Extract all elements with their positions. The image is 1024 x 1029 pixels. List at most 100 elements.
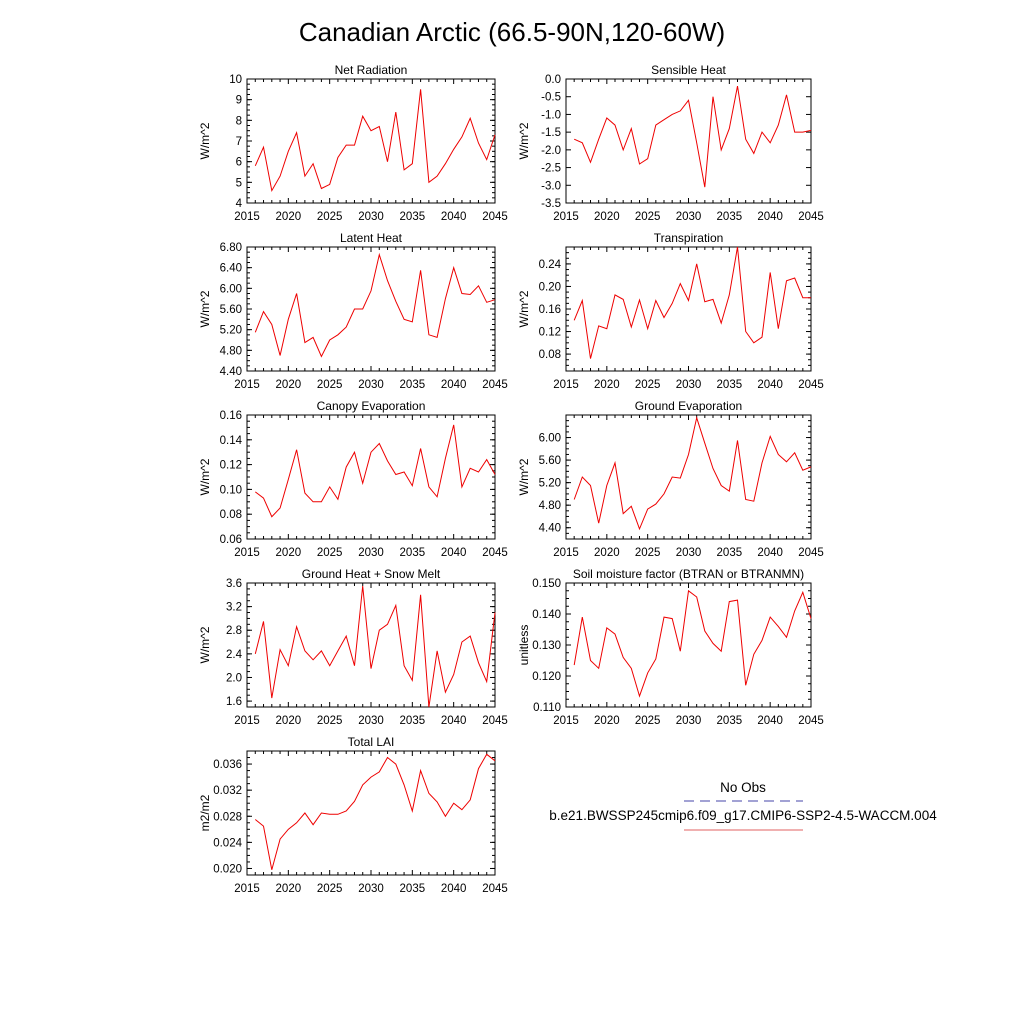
x-tick-label: 2030 — [358, 379, 384, 391]
y-tick-label: -0.5 — [541, 92, 561, 104]
y-tick-label: 2.4 — [226, 649, 243, 661]
panel-title: Transpiration — [654, 231, 724, 245]
y-tick-label: 0.024 — [213, 837, 242, 849]
y-tick-label: 0.10 — [220, 484, 242, 496]
series-line — [254, 252, 496, 358]
series-line — [573, 415, 812, 531]
y-tick-label: 0.06 — [220, 534, 242, 546]
y-tick-label: 0.140 — [532, 609, 561, 621]
y-axis-label: W/m^2 — [198, 458, 212, 495]
x-tick-label: 2045 — [798, 379, 824, 391]
y-axis-label: W/m^2 — [517, 458, 531, 495]
x-tick-label: 2045 — [482, 379, 508, 391]
panel-5: Canopy Evaporation W/m^2 2015 2020 2025 2030 2… — [198, 399, 508, 559]
x-tick-label: 2025 — [317, 211, 343, 223]
y-tick-label: 0.24 — [539, 259, 562, 271]
y-tick-label: 6.80 — [220, 242, 242, 254]
y-tick-label: -3.5 — [541, 198, 561, 210]
x-tick-label: 2015 — [234, 379, 260, 391]
x-tick-label: 2020 — [594, 547, 620, 559]
y-tick-label: 4.40 — [220, 366, 242, 378]
y-tick-label: 0.0 — [545, 74, 561, 86]
y-tick-label: -2.5 — [541, 163, 561, 175]
x-tick-label: 2045 — [482, 715, 508, 727]
x-tick-label: 2025 — [635, 379, 661, 391]
x-tick-label: 2030 — [358, 883, 384, 895]
y-tick-label: 0.12 — [220, 460, 242, 472]
x-tick-label: 2035 — [400, 547, 426, 559]
x-tick-label: 2030 — [676, 379, 702, 391]
y-tick-label: 0.130 — [532, 640, 561, 652]
x-tick-label: 2030 — [358, 715, 384, 727]
x-tick-label: 2015 — [234, 715, 260, 727]
y-tick-label: 6.00 — [539, 433, 561, 445]
panel-6: Ground Evaporation W/m^2 2015 2020 2025 2030 2… — [517, 399, 824, 559]
x-tick-label: 2045 — [798, 715, 824, 727]
x-tick-label: 2045 — [482, 883, 508, 895]
y-axis-label: W/m^2 — [198, 626, 212, 663]
y-tick-label: 0.08 — [220, 509, 242, 521]
y-tick-label: 5.20 — [220, 325, 242, 337]
plot-frame — [565, 414, 812, 540]
plot-frame — [246, 414, 496, 540]
y-tick-label: -1.5 — [541, 127, 561, 139]
y-tick-label: 0.14 — [220, 435, 243, 447]
panel-title: Ground Evaporation — [635, 399, 742, 413]
series-line — [254, 585, 496, 708]
x-tick-label: 2025 — [317, 379, 343, 391]
y-tick-label: 0.16 — [539, 304, 561, 316]
y-axis-label: W/m^2 — [517, 290, 531, 327]
legend-obs-label: No Obs — [720, 780, 766, 795]
panel-title: Sensible Heat — [651, 63, 726, 77]
x-tick-label: 2025 — [635, 715, 661, 727]
plot-frame — [246, 246, 496, 372]
figure-title: Canadian Arctic (66.5-90N,120-60W) — [299, 17, 725, 47]
y-tick-label: 0.120 — [532, 671, 561, 683]
x-tick-label: 2025 — [317, 715, 343, 727]
x-tick-label: 2030 — [358, 547, 384, 559]
y-axis-label: unitless — [517, 625, 531, 666]
panel-title: Net Radiation — [335, 63, 408, 77]
y-tick-label: 5.20 — [539, 478, 561, 490]
x-tick-label: 2025 — [317, 547, 343, 559]
x-tick-label: 2035 — [400, 883, 426, 895]
plot-frame — [246, 78, 496, 204]
panel-title: Latent Heat — [340, 231, 403, 245]
panel-1: Net Radiation W/m^2 2015 2020 2025 2030 2035 20… — [198, 63, 508, 223]
x-tick-label: 2045 — [482, 547, 508, 559]
y-tick-label: 4.80 — [220, 345, 242, 357]
y-tick-label: 5.60 — [539, 455, 561, 467]
y-tick-label: 0.110 — [533, 702, 561, 714]
y-tick-label: 2.0 — [226, 672, 242, 684]
y-tick-label: 1.6 — [226, 696, 242, 708]
x-tick-label: 2040 — [757, 211, 783, 223]
y-tick-label: 0.032 — [213, 785, 242, 797]
x-tick-label: 2040 — [441, 883, 467, 895]
y-tick-label: 6.40 — [220, 263, 242, 275]
plot-frame — [565, 246, 812, 372]
series-line — [254, 89, 496, 193]
x-tick-label: 2025 — [317, 883, 343, 895]
y-axis-label: m2/m2 — [198, 794, 212, 831]
x-tick-label: 2030 — [676, 547, 702, 559]
x-tick-label: 2030 — [676, 715, 702, 727]
y-tick-label: 8 — [236, 115, 242, 127]
x-tick-label: 2040 — [757, 547, 783, 559]
x-tick-label: 2045 — [798, 211, 824, 223]
series-line — [573, 246, 811, 359]
x-tick-label: 2030 — [676, 211, 702, 223]
y-tick-label: 0.12 — [539, 327, 561, 339]
x-tick-label: 2035 — [400, 715, 426, 727]
plot-frame — [565, 78, 812, 204]
x-tick-label: 2015 — [553, 715, 579, 727]
x-tick-label: 2020 — [276, 379, 302, 391]
y-tick-label: 0.028 — [213, 811, 242, 823]
x-tick-label: 2015 — [553, 211, 579, 223]
x-tick-label: 2020 — [276, 547, 302, 559]
panels: Net Radiation W/m^2 2015 2020 2025 2030 2035 20… — [198, 63, 824, 895]
x-tick-label: 2015 — [234, 883, 260, 895]
plot-frame — [565, 582, 812, 708]
plot-frame — [246, 582, 496, 708]
panel-title: Ground Heat + Snow Melt — [302, 567, 441, 581]
